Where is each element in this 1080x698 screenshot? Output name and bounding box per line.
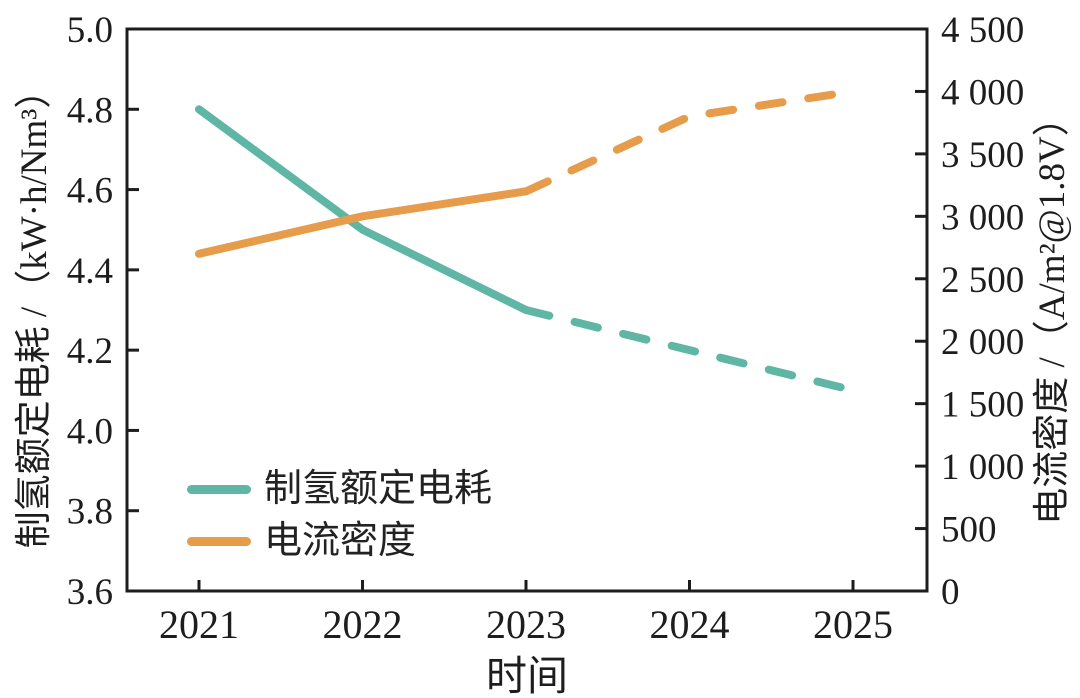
tick-label: 2022 — [323, 602, 403, 647]
tick-label: 4 500 — [941, 10, 1024, 51]
tick-label: 2025 — [813, 602, 893, 647]
tick-label: 4.2 — [67, 331, 113, 372]
tick-label: 2024 — [650, 602, 730, 647]
tick-label: 3 500 — [941, 135, 1024, 176]
series-line-dashed — [522, 306, 857, 395]
series-line-solid — [195, 105, 530, 314]
legend-item-power-consumption: 制氢额定电耗 — [187, 463, 492, 515]
tick-label: 2 000 — [941, 322, 1024, 363]
tick-label: 4.6 — [67, 171, 113, 212]
tick-label: 2 500 — [941, 260, 1024, 301]
tick-label: 3.8 — [67, 492, 113, 533]
tick-label: 4.4 — [67, 251, 113, 292]
tick-label: 0 — [941, 572, 960, 613]
legend-item-current-density: 电流密度 — [187, 515, 492, 567]
tick-label: 2023 — [486, 602, 566, 647]
tick-label: 2021 — [159, 602, 239, 647]
tick-label: 1 000 — [941, 447, 1024, 488]
tick-label: 4.0 — [67, 411, 113, 452]
tick-label: 500 — [941, 510, 997, 551]
tick-label: 5.0 — [67, 10, 113, 51]
legend: 制氢额定电耗 电流密度 — [187, 463, 492, 567]
tick-label: 4.8 — [67, 90, 113, 131]
tick-label: 3.6 — [67, 572, 113, 613]
series-line-solid — [195, 187, 530, 258]
tick-label: 3 000 — [941, 197, 1024, 238]
teal-line-swatch-icon — [187, 484, 251, 494]
legend-label-current-density: 电流密度 — [264, 520, 417, 562]
series-line-dashed — [522, 87, 857, 196]
tick-label: 1 500 — [941, 385, 1024, 426]
tick-label: 4 000 — [941, 72, 1024, 113]
orange-line-swatch-icon — [187, 536, 251, 546]
legend-label-power-consumption: 制氢额定电耗 — [264, 468, 493, 510]
